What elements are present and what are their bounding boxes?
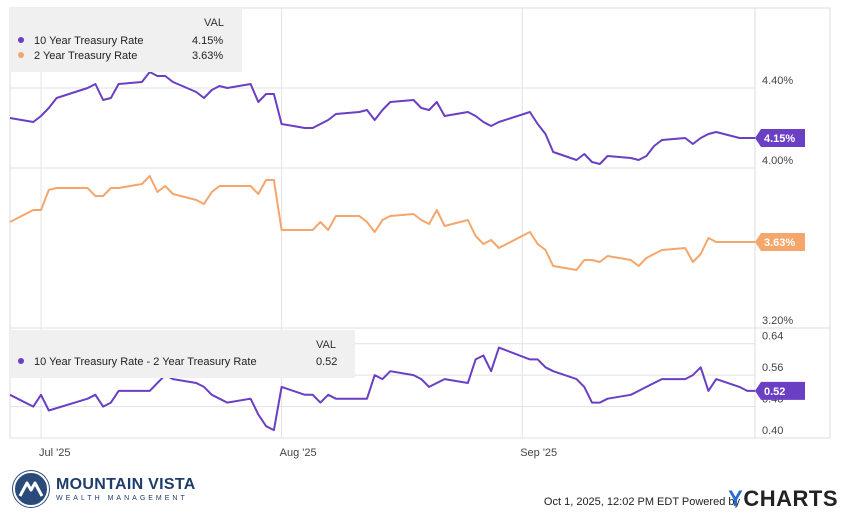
mountain-logo-icon: [12, 470, 50, 508]
x-tick-labels: Jul '25 Aug '25 Sep '25: [39, 447, 557, 459]
ycharts-logo-text: CHARTS: [743, 486, 838, 511]
legend-value-spread: 0.52: [316, 356, 337, 368]
two-year-badge-label: 3.63%: [764, 237, 795, 249]
brand-subtitle: WEALTH MANAGEMENT: [56, 495, 188, 502]
legend-label-spread: 10 Year Treasury Rate - 2 Year Treasury …: [34, 356, 257, 368]
legend-marker-spread: [18, 358, 24, 364]
top-y-tick-labels: 4.40% 4.00% 3.20%: [762, 75, 793, 327]
bot-y-tick-label: 0.56: [762, 362, 783, 374]
end-value-badges: 4.15% 3.63% 0.52: [755, 129, 805, 400]
legend-label-2y: 2 Year Treasury Rate: [34, 50, 137, 62]
brand-logo: MOUNTAIN VISTA WEALTH MANAGEMENT: [12, 470, 196, 508]
chart-area: VAL 10 Year Treasury Rate 4.15% 2 Year T…: [9, 7, 831, 459]
bot-y-tick-label: 0.64: [762, 331, 783, 343]
top-gridlines: [10, 87, 755, 329]
ten-year-badge: [755, 129, 805, 147]
legend-value-2y: 3.63%: [192, 50, 223, 62]
bottom-legend-header: VAL: [316, 339, 336, 351]
x-tick-label: Sep '25: [520, 447, 557, 459]
top-legend-header: VAL: [204, 17, 224, 29]
timestamp-text: Oct 1, 2025, 12:02 PM EDT Powered by: [543, 496, 740, 508]
bot-y-tick-label: 0.40: [762, 425, 783, 437]
x-tick-label: Aug '25: [280, 447, 317, 459]
brand-name: MOUNTAIN VISTA: [56, 476, 196, 493]
two-year-badge: [755, 233, 805, 251]
spread-badge-label: 0.52: [764, 386, 785, 398]
legend-label-10y: 10 Year Treasury Rate: [34, 35, 143, 47]
top-y-tick-label: 4.40%: [762, 75, 793, 87]
bottom-legend-box: [10, 330, 355, 378]
x-tick-label: Jul '25: [39, 447, 70, 459]
top-y-tick-label: 3.20%: [762, 315, 793, 327]
series-line-2-year-treasury-rate: [9, 175, 755, 271]
top-series-group: [9, 71, 755, 271]
series-line-10-year-treasury-rate: [9, 71, 755, 165]
series-line-10-year-treasury-rate-2-year-treasury-rate: [9, 346, 755, 432]
legend-value-10y: 4.15%: [192, 35, 223, 47]
legend-marker-2y: [18, 52, 24, 58]
spread-badge: [755, 381, 805, 400]
top-y-tick-label: 4.00%: [762, 155, 793, 167]
ycharts-logo-y: Y: [728, 486, 744, 511]
ten-year-badge-label: 4.15%: [764, 133, 795, 145]
top-legend-box: [10, 8, 242, 72]
bottom-series-group: [9, 346, 755, 432]
footer: MOUNTAIN VISTA WEALTH MANAGEMENT Oct 1, …: [0, 466, 850, 514]
legend-marker-10y: [18, 37, 24, 43]
ycharts-logo: YCHARTS: [728, 486, 838, 512]
